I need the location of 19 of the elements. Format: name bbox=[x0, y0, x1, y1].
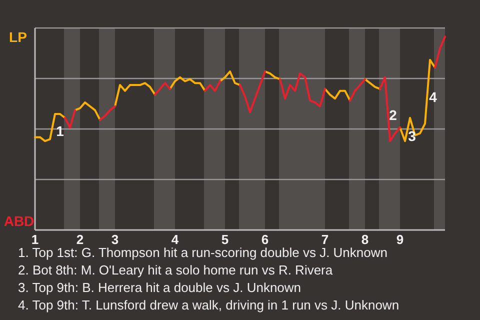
x-tick-label: 3 bbox=[111, 232, 119, 247]
text: LP bbox=[9, 29, 27, 45]
x-tick-label: 4 bbox=[171, 232, 180, 247]
text: 4. Top 9th: T. Lunsford drew a walk, driving in 1 run vs J. Unknown bbox=[18, 298, 400, 312]
annotation: 2 bbox=[389, 107, 398, 123]
x-tick-label: 7 bbox=[321, 232, 329, 247]
x-tick-label: 2 bbox=[76, 232, 84, 247]
text: 1. Top 1st: G. Thompson hit a run-scoring double vs J. Unknown bbox=[18, 245, 388, 260]
x-tick-label: 8 bbox=[361, 232, 369, 247]
text: 2. Bot 8th: M. O'Leary hit a solo home run vs R. Rivera bbox=[18, 262, 334, 278]
text: 3. Top 9th: B. Herrera hit a double vs J. Unknown bbox=[18, 280, 302, 295]
x-tick-label: 5 bbox=[221, 232, 229, 247]
annotation: 1 bbox=[56, 123, 64, 139]
text: ABD bbox=[4, 213, 34, 229]
annotation: 4 bbox=[429, 89, 438, 105]
x-tick-label: 6 bbox=[261, 232, 269, 247]
x-tick-label: 1 bbox=[31, 232, 39, 247]
annotation: 3 bbox=[408, 128, 416, 144]
x-tick-label: 9 bbox=[396, 232, 404, 247]
